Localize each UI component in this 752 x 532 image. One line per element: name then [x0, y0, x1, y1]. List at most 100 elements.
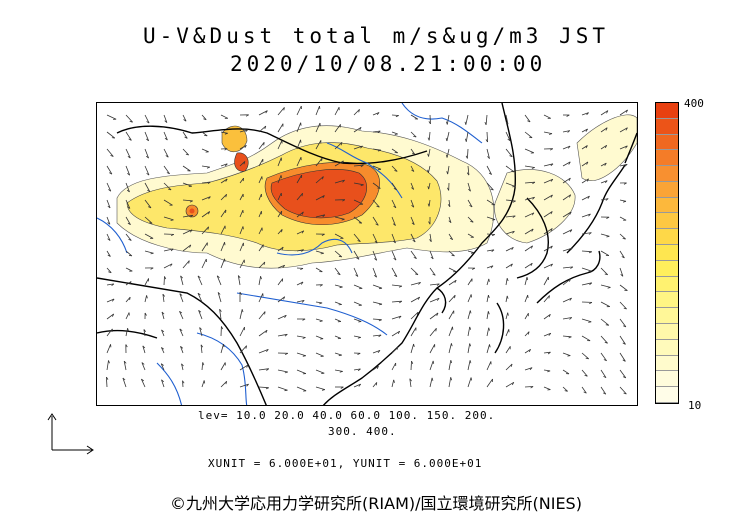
wind-arrowhead — [464, 121, 467, 125]
wind-arrowhead — [180, 345, 184, 349]
wind-arrowhead — [412, 239, 416, 243]
wind-arrowhead — [379, 303, 383, 306]
colorbar-step — [656, 150, 678, 167]
wind-arrowhead — [264, 125, 267, 130]
wind-arrow — [239, 259, 245, 269]
wind-arrow — [353, 368, 361, 371]
wind-arrowhead — [355, 274, 359, 277]
wind-arrowhead — [161, 379, 164, 383]
wind-arrow — [106, 328, 113, 337]
wind-arrow — [258, 176, 263, 184]
wind-arrow — [163, 131, 168, 141]
wind-arrow — [447, 165, 450, 175]
wind-arrowhead — [512, 231, 515, 234]
wind-arrowhead — [409, 378, 412, 382]
wind-arrowhead — [450, 377, 453, 381]
wind-arrow — [334, 267, 341, 275]
wind-arrowhead — [431, 377, 434, 381]
wind-arrow — [562, 317, 572, 320]
wind-arrow — [486, 216, 496, 220]
wind-arrowhead — [411, 169, 415, 172]
wind-arrowhead — [568, 161, 571, 165]
wind-arrowhead — [393, 205, 397, 209]
wind-arrowhead — [394, 170, 398, 172]
wind-arrow — [486, 249, 495, 252]
wind-arrowhead — [532, 196, 535, 200]
wind-arrow — [524, 114, 531, 123]
wind-arrow — [486, 182, 494, 191]
vector-units: XUNIT = 6.000E+01, YUNIT = 6.000E+01 — [208, 457, 483, 470]
wind-arrowhead — [357, 240, 361, 242]
wind-arrowhead — [586, 161, 589, 165]
wind-arrow — [201, 165, 210, 168]
wind-arrow — [505, 363, 513, 371]
wind-arrow — [581, 161, 589, 167]
wind-arrow — [486, 311, 489, 320]
wind-arrowhead — [106, 376, 109, 380]
wind-arrow — [125, 312, 130, 320]
wind-arrow — [410, 148, 416, 155]
wind-arrow — [467, 294, 472, 303]
wind-arrow — [467, 360, 471, 371]
wind-arrowhead — [284, 352, 288, 356]
wind-arrow — [467, 310, 471, 320]
wind-arrowhead — [411, 222, 415, 226]
wind-arrowhead — [436, 312, 439, 316]
wind-arrow — [163, 114, 168, 123]
wind-arrowhead — [411, 360, 414, 364]
wind-arrow — [220, 343, 224, 354]
wind-arrow — [505, 278, 508, 286]
wind-arrowhead — [181, 363, 184, 367]
wind-arrowhead — [376, 112, 380, 116]
wind-arrowhead — [283, 107, 285, 111]
wind-arrowhead — [125, 344, 128, 348]
wind-arrowhead — [320, 252, 324, 255]
wind-arrowhead — [395, 115, 399, 118]
wind-arrow — [581, 282, 592, 286]
wind-arrowhead — [239, 291, 242, 295]
wind-arrow — [106, 182, 112, 192]
colorbar-step — [656, 276, 678, 293]
wind-arrow — [142, 345, 146, 354]
wind-arrowhead — [548, 295, 550, 299]
wind-arrowhead — [604, 145, 608, 149]
wind-arrowhead — [622, 376, 626, 379]
wind-arrowhead — [141, 378, 145, 382]
wind-arrow — [258, 386, 269, 389]
wind-arrowhead — [416, 311, 419, 316]
wind-arrowhead — [339, 286, 343, 289]
wind-arrowhead — [548, 333, 552, 336]
wind-arrow — [106, 360, 109, 371]
wind-arrow — [543, 295, 550, 303]
wind-arrow — [144, 295, 147, 303]
wind-arrowhead — [161, 311, 165, 315]
wind-arrow — [391, 131, 398, 135]
unit-vector-axes — [47, 413, 94, 455]
wind-arrowhead — [445, 154, 448, 158]
wind-arrow — [505, 246, 514, 252]
wind-arrowhead — [265, 330, 268, 334]
wind-arrowhead — [569, 317, 573, 320]
wind-arrow — [258, 158, 264, 167]
wind-arrowhead — [427, 203, 430, 207]
wind-arrow — [144, 165, 150, 176]
wind-arrow — [429, 283, 440, 286]
wind-arrowhead — [260, 276, 262, 280]
wind-arrowhead — [182, 380, 185, 384]
wind-arrow — [410, 165, 415, 172]
wind-arrow — [600, 318, 610, 326]
wind-arrow — [467, 343, 471, 354]
wind-arrowhead — [301, 193, 303, 197]
wind-arrow — [543, 178, 553, 184]
wind-arrow — [201, 211, 210, 218]
wind-arrowhead — [530, 263, 533, 266]
wind-arrow — [353, 216, 363, 224]
wind-arrow — [315, 318, 323, 322]
wind-arrow — [562, 278, 571, 286]
wind-arrowhead — [548, 314, 551, 318]
wind-arrowhead — [487, 156, 490, 159]
wind-arrowhead — [506, 278, 509, 282]
wind-arrow — [410, 182, 415, 190]
wind-arrow — [581, 352, 589, 360]
wind-arrowhead — [375, 382, 378, 386]
